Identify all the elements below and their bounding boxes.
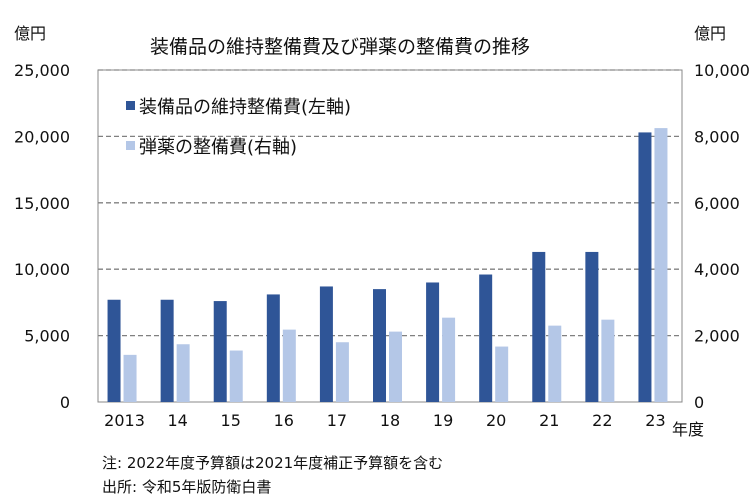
bar-maintenance <box>160 299 174 402</box>
x-tick-label: 14 <box>167 411 187 430</box>
bar-ammunition <box>229 350 243 402</box>
x-tick-label: 20 <box>486 411 506 430</box>
x-tick-label: 17 <box>327 411 347 430</box>
x-tick-label: 15 <box>221 411 241 430</box>
y-left-tick-label: 25,000 <box>14 61 70 80</box>
legend-swatch <box>126 101 135 110</box>
x-tick-label: 2013 <box>104 411 145 430</box>
bar-maintenance <box>532 251 546 402</box>
bar-ammunition <box>123 354 137 402</box>
y-left-tick-label: 5,000 <box>24 327 70 346</box>
legend-label: 弾薬の整備費(右軸) <box>139 137 297 158</box>
y-right-tick-label: 2,000 <box>694 327 740 346</box>
bar-ammunition <box>282 329 296 402</box>
bar-maintenance <box>213 301 227 402</box>
bar-maintenance <box>426 282 440 402</box>
y-right-tick-label: 0 <box>694 393 704 412</box>
source: 出所: 令和5年版防衛白書 <box>102 478 272 496</box>
x-tick-label: 21 <box>539 411 559 430</box>
bar-maintenance <box>107 299 121 402</box>
bar-maintenance <box>585 251 599 402</box>
x-tick-label: 23 <box>645 411 665 430</box>
y-right-tick-label: 4,000 <box>694 260 740 279</box>
bar-ammunition <box>548 325 562 402</box>
x-axis-label: 年度 <box>672 420 705 439</box>
bar-maintenance <box>266 294 280 402</box>
bar-maintenance <box>319 286 333 402</box>
x-tick-label: 19 <box>433 411 453 430</box>
y-left-tick-label: 20,000 <box>14 127 70 146</box>
y-right-tick-label: 6,000 <box>694 194 740 213</box>
left-axis-unit: 億円 <box>14 24 47 43</box>
y-left-tick-label: 10,000 <box>14 260 70 279</box>
bar-maintenance <box>373 289 386 402</box>
bar-maintenance <box>479 274 493 402</box>
bar-maintenance <box>638 132 652 402</box>
x-tick-label: 22 <box>592 411 612 430</box>
bar-ammunition <box>442 317 456 402</box>
legend-swatch <box>126 141 135 150</box>
bar-ammunition <box>335 342 349 402</box>
x-tick-label: 18 <box>380 411 400 430</box>
y-right-tick-label: 10,000 <box>694 61 750 80</box>
right-axis-unit: 億円 <box>694 24 727 43</box>
bar-ammunition <box>176 344 190 402</box>
chart-title: 装備品の維持整備費及び弾薬の整備費の推移 <box>150 36 531 58</box>
legend-label: 装備品の維持整備費(左軸) <box>139 97 351 118</box>
bar-ammunition <box>654 128 668 402</box>
note: 注: 2022年度予算額は2021年度補正予算額を含む <box>102 454 444 472</box>
bar-ammunition <box>601 319 615 402</box>
y-left-tick-label: 15,000 <box>14 194 70 213</box>
y-left-tick-label: 0 <box>60 393 70 412</box>
bar-ammunition <box>389 331 402 402</box>
x-tick-label: 16 <box>274 411 294 430</box>
bar-ammunition <box>495 346 509 402</box>
y-right-tick-label: 8,000 <box>694 127 740 146</box>
